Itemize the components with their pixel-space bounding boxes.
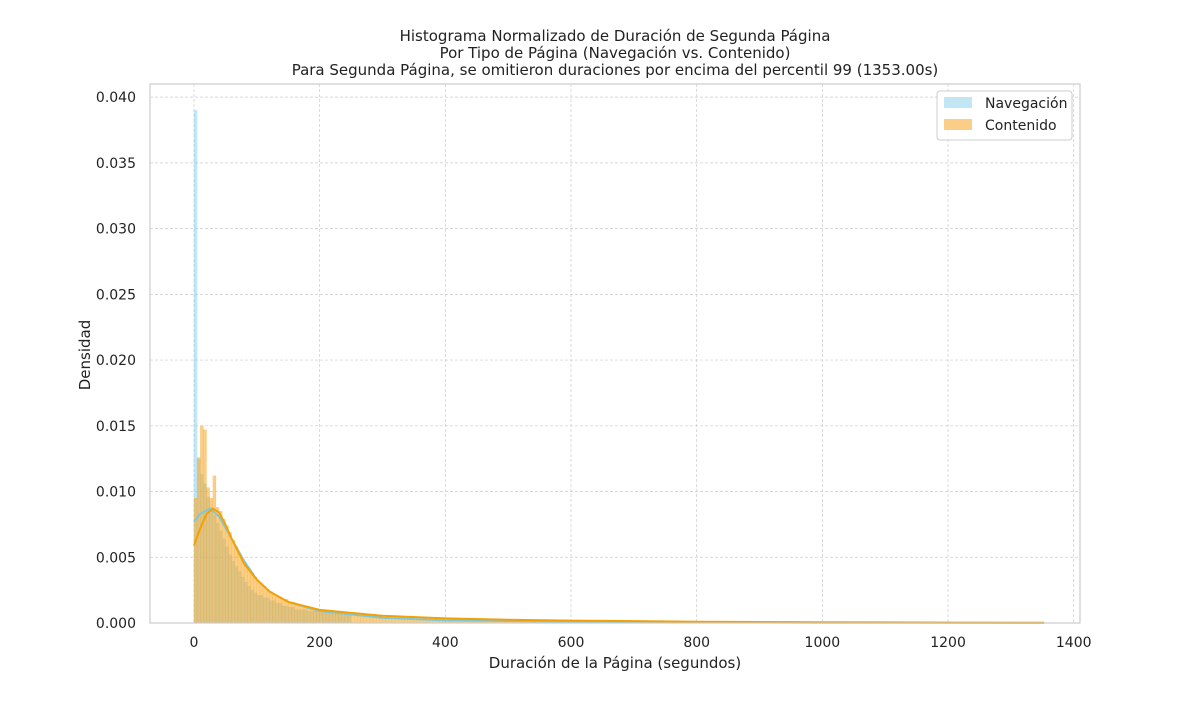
legend-swatch-contenido (944, 119, 972, 130)
histogram-bar (266, 589, 269, 623)
bars-series-1 (194, 426, 1042, 623)
histogram-bar (219, 511, 222, 623)
histogram-bar (269, 591, 272, 623)
histogram-bar (288, 602, 291, 623)
histogram-bar (213, 476, 216, 623)
histogram-bar (295, 605, 298, 623)
grid (150, 84, 1080, 623)
histogram-bar (216, 507, 219, 623)
histogram-bar (229, 532, 232, 623)
legend: Navegación Contenido (937, 91, 1072, 140)
histogram-bar (251, 573, 254, 623)
legend-label-navegacion: Navegación (985, 96, 1067, 112)
y-axis-label: Densidad (76, 320, 94, 391)
y-tick-label: 0.005 (96, 550, 136, 566)
histogram-bar (257, 581, 260, 623)
y-tick-label: 0.030 (96, 222, 136, 238)
legend-label-contenido: Contenido (985, 118, 1057, 134)
histogram-bar (310, 609, 313, 623)
plot-frame (150, 84, 1080, 623)
histogram-bar (307, 609, 310, 623)
y-tick-label: 0.010 (96, 485, 136, 501)
histogram-bar (222, 519, 225, 623)
x-tick-label: 1400 (1056, 635, 1092, 651)
histogram-bar (263, 586, 266, 623)
chart-title-line-1: Histograma Normalizado de Duración de Se… (400, 27, 831, 45)
histogram-bar (273, 594, 276, 623)
histogram-bar (304, 607, 307, 623)
x-tick-label: 200 (306, 635, 333, 651)
histogram-bar (241, 559, 244, 623)
histogram-bar (313, 610, 316, 623)
histogram-bar (279, 597, 282, 623)
y-tick-label: 0.020 (96, 353, 136, 369)
histogram-bar (323, 611, 326, 623)
x-tick-label: 1000 (805, 635, 841, 651)
histogram-bar (345, 614, 348, 623)
kde-line-series-1 (194, 509, 1044, 623)
x-tick-label: 800 (683, 635, 710, 651)
histogram-bars (194, 110, 1042, 623)
y-tick-label: 0.040 (96, 90, 136, 106)
histogram-bar (232, 540, 235, 623)
histogram-bar (301, 607, 304, 623)
x-tick-label: 0 (190, 635, 199, 651)
x-tick-label: 1200 (930, 635, 966, 651)
histogram-bar (247, 569, 250, 623)
histogram-bar (276, 597, 279, 623)
histogram-bar (320, 611, 323, 623)
kde-line-series-0 (194, 509, 1044, 623)
histogram-bar (203, 430, 206, 623)
x-axis-label: Duración de la Página (segundos) (489, 654, 741, 672)
histogram-bar (254, 577, 257, 623)
histogram-bar (235, 547, 238, 623)
x-axis-ticks: 0 200 400 600 800 1000 1200 1400 (190, 635, 1092, 651)
histogram-bar (197, 459, 200, 623)
histogram-bar (244, 564, 247, 623)
chart-title-line-2: Por Tipo de Página (Navegación vs. Conte… (440, 44, 791, 62)
histogram-bar (332, 612, 335, 623)
histogram-bar (225, 526, 228, 623)
histogram-bar (282, 599, 285, 623)
x-tick-label: 400 (432, 635, 459, 651)
y-axis-ticks: 0.000 0.005 0.010 0.015 0.020 0.025 0.030 0.035… (96, 90, 136, 632)
y-tick-label: 0.015 (96, 419, 136, 435)
histogram-bar (210, 498, 213, 623)
y-tick-label: 0.025 (96, 287, 136, 303)
histogram-bar (291, 602, 294, 623)
histogram-bar (285, 599, 288, 623)
y-tick-label: 0.035 (96, 156, 136, 172)
kde-curves (194, 509, 1044, 623)
histogram-bar (298, 605, 301, 623)
x-tick-label: 600 (558, 635, 585, 651)
legend-swatch-navegacion (944, 97, 972, 108)
histogram-bar (260, 584, 263, 623)
histogram-bar (238, 553, 241, 623)
y-tick-label: 0.000 (96, 616, 136, 632)
chart-title-line-3: Para Segunda Página, se omitieron duraci… (292, 61, 939, 79)
